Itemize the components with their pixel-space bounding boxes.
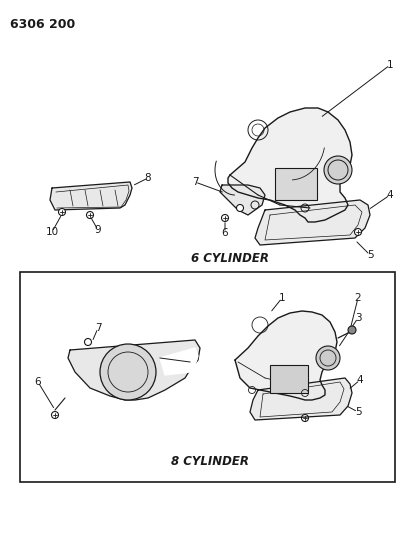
Text: 7: 7 (192, 177, 198, 187)
Text: 1: 1 (387, 60, 393, 70)
Text: 5: 5 (355, 407, 361, 417)
Text: 8: 8 (145, 173, 151, 183)
Text: 5: 5 (367, 250, 373, 260)
Circle shape (222, 214, 228, 222)
Circle shape (100, 344, 156, 400)
Polygon shape (68, 340, 200, 400)
Text: 8 CYLINDER: 8 CYLINDER (171, 455, 249, 468)
Text: 10: 10 (45, 227, 59, 237)
Circle shape (316, 346, 340, 370)
Polygon shape (255, 200, 370, 245)
Text: 3: 3 (355, 313, 361, 323)
Bar (270, 365, 308, 393)
Text: 7: 7 (95, 323, 101, 333)
Bar (20, 272, 395, 482)
Polygon shape (50, 182, 132, 210)
Circle shape (237, 205, 244, 212)
Circle shape (58, 208, 66, 215)
Bar (275, 168, 317, 200)
Text: 6: 6 (222, 228, 228, 238)
Polygon shape (220, 185, 265, 215)
Text: 9: 9 (95, 225, 101, 235)
Circle shape (302, 415, 308, 422)
Circle shape (51, 411, 58, 418)
Polygon shape (235, 311, 337, 400)
Text: 1: 1 (279, 293, 285, 303)
Text: 6: 6 (35, 377, 41, 387)
Text: 6 CYLINDER: 6 CYLINDER (191, 252, 269, 265)
Text: 6306 200: 6306 200 (10, 18, 75, 31)
Text: 4: 4 (357, 375, 363, 385)
Circle shape (348, 326, 356, 334)
Text: 2: 2 (355, 293, 361, 303)
Text: 4: 4 (387, 190, 393, 200)
Circle shape (324, 156, 352, 184)
Circle shape (86, 212, 93, 219)
Polygon shape (160, 348, 198, 375)
Polygon shape (250, 378, 352, 420)
Circle shape (84, 338, 91, 345)
Circle shape (355, 229, 361, 236)
Polygon shape (228, 108, 352, 222)
